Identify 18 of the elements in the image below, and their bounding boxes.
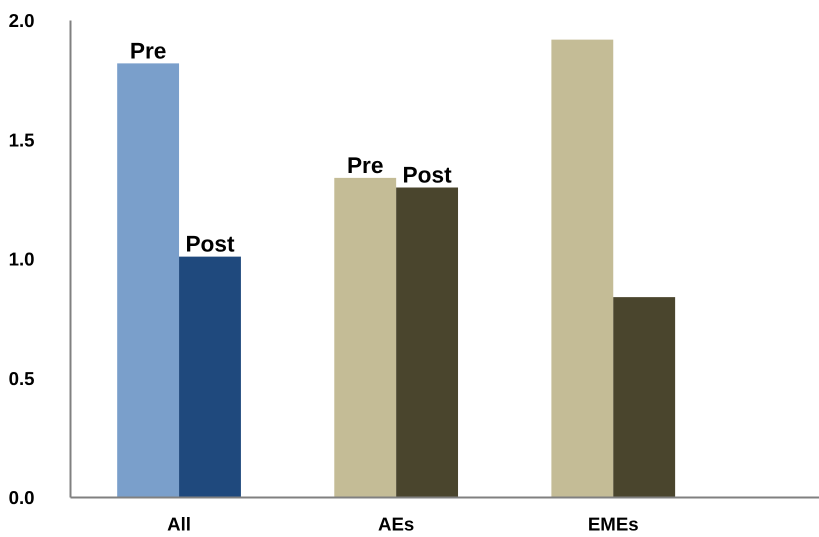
bar [179, 256, 241, 498]
y-tick-label: 1.5 [8, 129, 35, 150]
x-tick-label: EMEs [588, 514, 639, 534]
bar [396, 187, 458, 498]
annotation: Pre [130, 37, 166, 64]
y-tick-label: 0.0 [8, 487, 35, 508]
y-tick-label: 0.5 [8, 368, 35, 389]
annotation: Pre [346, 152, 384, 178]
y-tick-label: 2.0 [8, 10, 35, 31]
bar [334, 178, 396, 498]
bar [551, 40, 614, 498]
x-tick-label: AEs [378, 514, 414, 534]
bar [613, 297, 676, 498]
x-tick-label: All [167, 514, 191, 534]
y-tick-label: 1.0 [8, 248, 35, 270]
annotation: Post [185, 230, 235, 257]
annotation: Post [402, 161, 452, 188]
bar [117, 63, 180, 498]
